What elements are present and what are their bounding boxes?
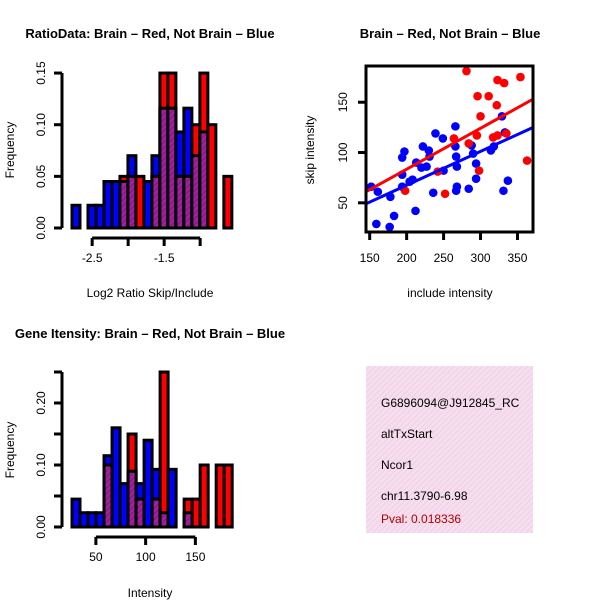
scatter-x-tick-label: 150 (360, 251, 380, 265)
fit-line-brain (366, 97, 533, 194)
scatter-point-not-brain (499, 186, 508, 196)
scatter-point-not-brain (373, 187, 383, 197)
scatter-frame (364, 64, 535, 234)
ratio-hist-y-tick-label: 0.05 (34, 164, 48, 188)
intensity-hist-bar-brain (198, 463, 210, 529)
intensity-histogram-title: Gene Itensity: Brain – Red, Not Brain – … (15, 326, 285, 341)
scatter-point-not-brain (400, 147, 409, 156)
scatter-point-brain (464, 139, 474, 148)
scatter-point-brain (516, 72, 525, 82)
scatter-xlabel: include intensity (407, 286, 492, 300)
info-location: chr11.3790-6.98 (381, 489, 468, 503)
ratio-hist-bar-brain (206, 123, 218, 230)
intensity-hist-bar-brain (222, 463, 234, 529)
info-background (366, 366, 533, 533)
info-panel: G6896094@J912845_RC altTxStart Ncor1 chr… (366, 366, 533, 533)
ratio-hist-y-tick-label: 0.10 (34, 113, 48, 137)
ratio-hist-y-tick-label: 0.00 (34, 216, 48, 240)
info-event-type: altTxStart (381, 427, 433, 441)
scatter-point-brain (473, 91, 482, 101)
intensity-hist-y-tick-label: 0.20 (34, 391, 48, 415)
intensity-hist-y-tick-label: 0.10 (34, 453, 48, 477)
scatter-y-tick-label: 50 (336, 196, 350, 210)
scatter-point-not-brain (411, 206, 420, 216)
intensity-hist-bar-not-brain (166, 467, 178, 529)
scatter-point-not-brain (464, 184, 474, 194)
scatter-point-not-brain (471, 159, 481, 168)
scatter-y-tick-label: 100 (336, 142, 350, 162)
scatter-point-not-brain (422, 162, 431, 171)
ratio-hist-x-tick-label: -1.5 (154, 251, 175, 265)
scatter-point-brain (493, 131, 502, 140)
scatter-point-brain (502, 129, 511, 138)
scatter-x-tick-label: 250 (434, 251, 454, 265)
scatter-point-not-brain (431, 129, 440, 138)
scatter-point-brain (400, 186, 410, 196)
intensity-hist-x-tick-label: 100 (136, 550, 156, 564)
intensity-hist-x-tick-label: 150 (185, 550, 205, 564)
fit-line-not-brain (366, 126, 533, 206)
scatter-point-not-brain (471, 174, 481, 183)
info-pval: Pval: 0.018336 (381, 512, 461, 526)
scatter-title: Brain – Red, Not Brain – Blue (360, 26, 541, 41)
scatter-x-tick-label: 200 (397, 251, 417, 265)
scatter-point-not-brain (438, 134, 448, 143)
scatter-panel: Brain – Red, Not Brain – Blue include in… (303, 26, 540, 300)
intensity-hist-y-tick-label: 0.00 (34, 515, 48, 539)
ratio-hist-bar-not-brain (70, 203, 82, 230)
ratio-histogram-title: RatioData: Brain – Red, Not Brain – Blue (25, 26, 274, 41)
scatter-point-brain (462, 66, 471, 76)
scatter-x-tick-label: 300 (471, 251, 491, 265)
scatter-point-brain (474, 166, 484, 175)
scatter-point-brain (499, 78, 509, 88)
scatter-point-not-brain (451, 186, 461, 196)
intensity-hist-x-tick-label: 50 (89, 550, 103, 564)
scatter-point-brain (522, 156, 532, 165)
scatter-point-brain (492, 100, 502, 110)
intensity-histogram-panel: Gene Itensity: Brain – Red, Not Brain – … (3, 326, 285, 600)
scatter-ylabel: skip intensity (303, 116, 317, 185)
intensity-histogram-ylabel: Frequency (3, 422, 17, 479)
scatter-y-tick-label: 150 (336, 92, 350, 112)
intensity-histogram-xlabel: Intensity (128, 586, 173, 600)
ratio-hist-bar-brain (222, 174, 234, 230)
ratio-histogram-panel: RatioData: Brain – Red, Not Brain – Blue… (3, 26, 275, 300)
intensity-hist-bar-not-brain (110, 426, 122, 529)
ratio-hist-x-tick-label: -2.5 (82, 251, 103, 265)
scatter-point-not-brain (503, 176, 513, 185)
scatter-point-not-brain (451, 152, 461, 161)
scatter-point-brain (472, 131, 482, 140)
scatter-point-brain (484, 91, 493, 101)
info-gene: Ncor1 (381, 458, 413, 472)
scatter-point-not-brain (451, 122, 460, 131)
scatter-point-not-brain (385, 222, 394, 232)
scatter-point-brain (493, 75, 502, 85)
scatter-point-brain (476, 112, 485, 121)
scatter-point-not-brain (428, 188, 438, 198)
scatter-x-tick-label: 350 (507, 251, 527, 265)
scatter-point-brain (440, 189, 450, 199)
ratio-histogram-ylabel: Frequency (3, 122, 17, 179)
scatter-point-not-brain (389, 211, 399, 221)
scatter-point-not-brain (372, 219, 381, 229)
info-id: G6896094@J912845_RC (381, 396, 520, 410)
ratio-histogram-xlabel: Log2 Ratio Skip/Include (87, 286, 214, 300)
scatter-plot-area (366, 66, 533, 232)
ratio-hist-y-tick-label: 0.15 (34, 61, 48, 85)
